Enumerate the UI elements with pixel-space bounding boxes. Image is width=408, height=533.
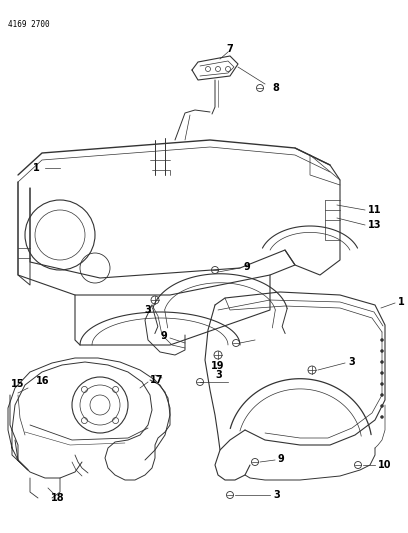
Text: 9: 9 xyxy=(160,331,167,341)
Text: 7: 7 xyxy=(226,44,233,54)
Text: 3: 3 xyxy=(144,305,151,315)
Text: 10: 10 xyxy=(378,460,392,470)
Circle shape xyxy=(381,338,384,342)
Circle shape xyxy=(381,416,384,418)
Circle shape xyxy=(381,360,384,364)
Circle shape xyxy=(381,350,384,352)
Text: 9: 9 xyxy=(243,262,250,272)
Text: 16: 16 xyxy=(36,376,49,386)
Text: 15: 15 xyxy=(11,379,24,389)
Text: 1: 1 xyxy=(33,163,40,173)
Text: 9: 9 xyxy=(278,454,285,464)
Text: 4169 2700: 4169 2700 xyxy=(8,20,50,29)
Circle shape xyxy=(381,393,384,397)
Circle shape xyxy=(381,383,384,385)
Text: 3: 3 xyxy=(348,357,355,367)
Text: 19: 19 xyxy=(211,361,225,371)
Text: 13: 13 xyxy=(368,220,381,230)
Text: 1: 1 xyxy=(398,297,405,307)
Circle shape xyxy=(381,372,384,375)
Text: 17: 17 xyxy=(150,375,164,385)
Text: 3: 3 xyxy=(273,490,280,500)
Text: 11: 11 xyxy=(368,205,381,215)
Text: 8: 8 xyxy=(272,83,279,93)
Circle shape xyxy=(381,405,384,408)
Text: 3: 3 xyxy=(215,370,222,380)
Text: 18: 18 xyxy=(51,493,65,503)
